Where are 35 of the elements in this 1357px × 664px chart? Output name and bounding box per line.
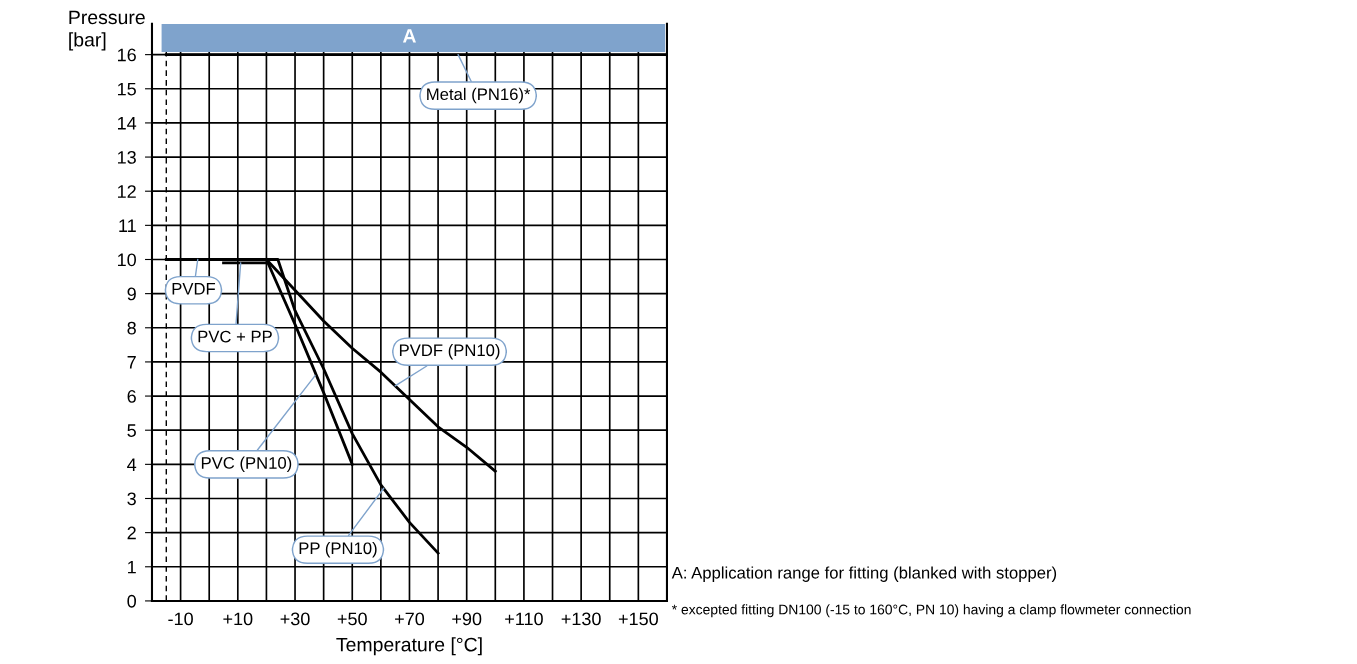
y-tick-label: 13 bbox=[118, 151, 136, 164]
x-tick-label: +30 bbox=[280, 612, 310, 626]
text: A: Application range for fitting (blanked with stopper) bbox=[671, 566, 1057, 582]
y-tick-label: 2 bbox=[127, 526, 136, 540]
y-tick-label: 9 bbox=[127, 287, 136, 301]
x-tick-label: +10 bbox=[223, 612, 253, 626]
y-tick-label: 3 bbox=[127, 492, 136, 506]
y-tick-label: 15 bbox=[118, 82, 136, 96]
annotation: PVC (PN10) bbox=[201, 456, 292, 473]
y-tick-label: 7 bbox=[127, 356, 136, 369]
annotation: PP (PN10) bbox=[299, 541, 377, 558]
x-tick-label: +90 bbox=[452, 612, 482, 626]
x-tick-label: +150 bbox=[618, 612, 658, 626]
y-tick-label: 12 bbox=[118, 185, 136, 198]
x-tick-label: +70 bbox=[395, 612, 425, 626]
annotation: PVC + PP bbox=[198, 330, 272, 343]
y-tick-label: 10 bbox=[118, 253, 136, 267]
annotation: Metal (PN16)* bbox=[427, 87, 531, 104]
text: * excepted fitting DN100 (-15 to 160°C, PN 10) having a clamp flowmeter connection bbox=[671, 604, 1191, 618]
x-tick-label: +110 bbox=[505, 612, 543, 626]
band-label: A bbox=[402, 29, 416, 43]
y-tick-label: 1 bbox=[128, 560, 136, 574]
annotation: PVDF bbox=[172, 283, 216, 295]
x-tick-label: -10 bbox=[168, 612, 193, 626]
y-tick-label: 4 bbox=[127, 458, 137, 471]
y-tick-label: 8 bbox=[127, 321, 136, 335]
y-tick-label: 5 bbox=[127, 424, 136, 437]
y-tick-label: 14 bbox=[118, 117, 137, 130]
y-tick-label: 6 bbox=[127, 390, 136, 403]
x-axis-title: Temperature [°C] bbox=[336, 637, 482, 656]
y-tick-label: 11 bbox=[119, 219, 136, 232]
annotation: PVDF (PN10) bbox=[399, 343, 500, 360]
x-tick-label: +130 bbox=[561, 612, 601, 626]
x-tick-label: +50 bbox=[337, 612, 367, 626]
y-tick-label: 0 bbox=[127, 594, 136, 608]
